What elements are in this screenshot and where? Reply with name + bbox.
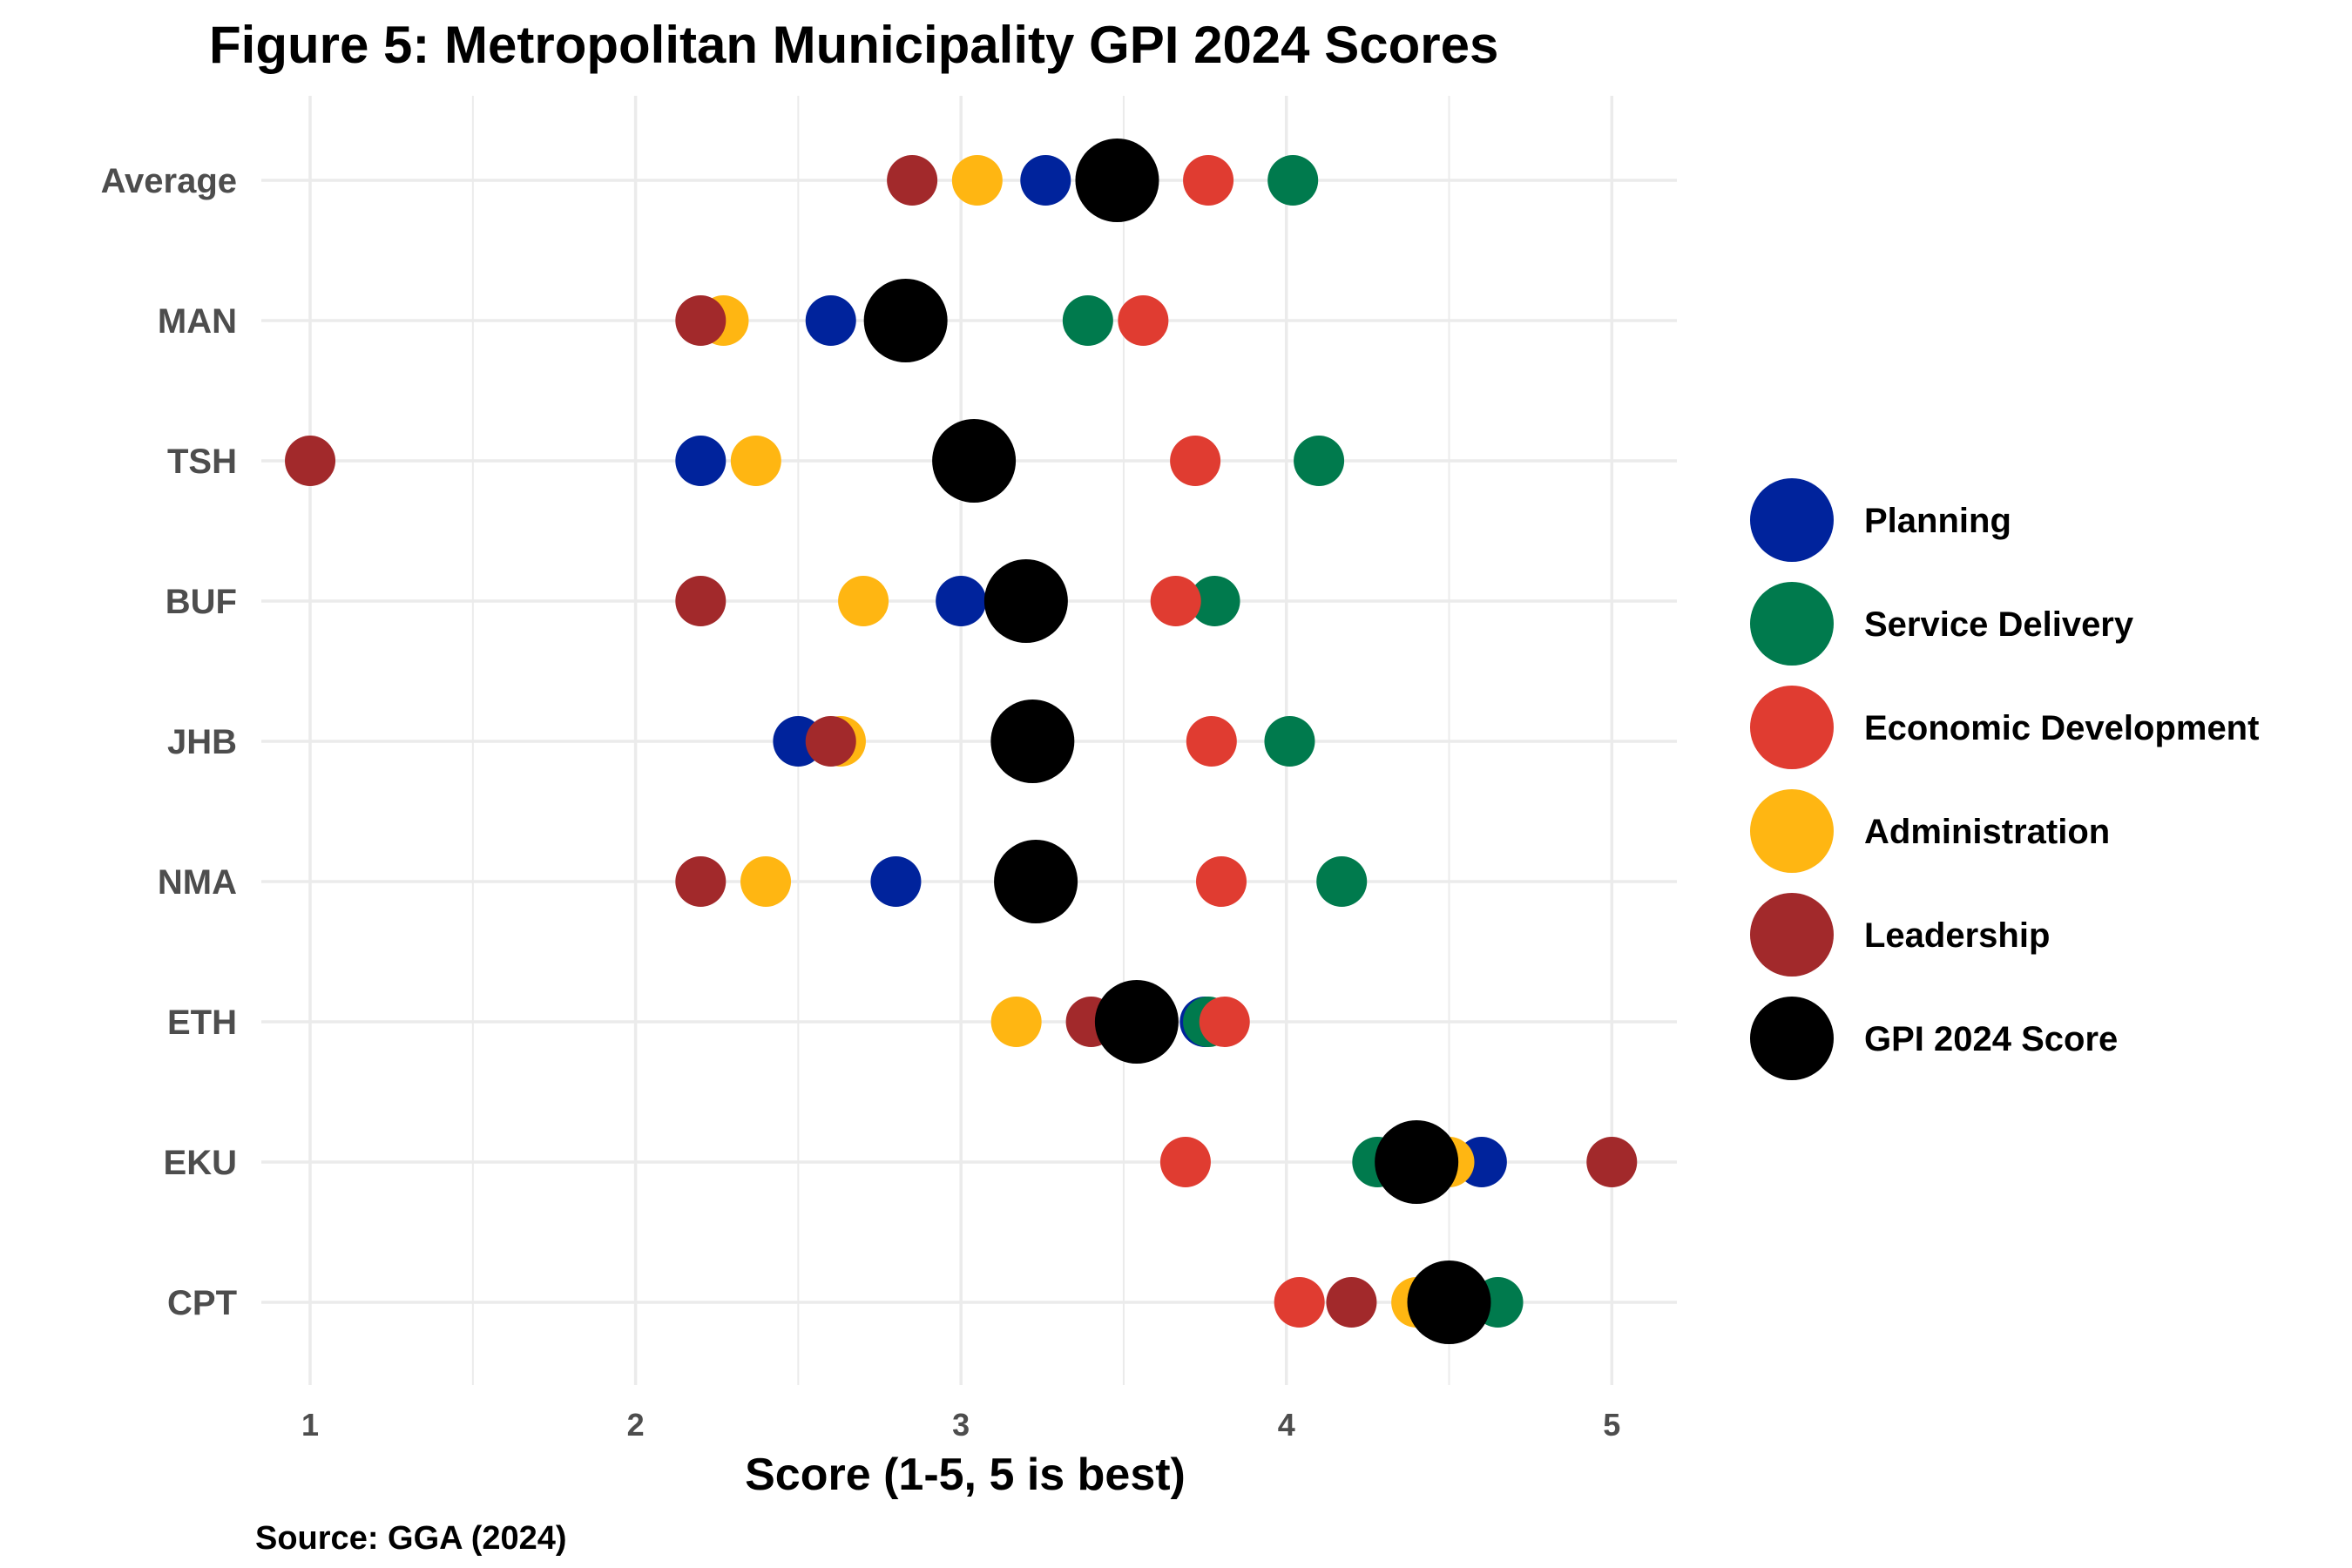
chart-title: Figure 5: Metropolitan Municipality GPI …: [209, 16, 1498, 74]
point-leadership-cpt: [1326, 1277, 1377, 1328]
legend-label-administration: Administration: [1864, 813, 2110, 851]
point-leadership-buf: [675, 576, 727, 626]
point-leadership-nma: [675, 856, 727, 907]
category-label-buf: BUF: [166, 583, 237, 621]
category-labels: Average MAN TSH BUF JHB NMA ETH EKU CPT: [101, 162, 237, 1322]
x-tick-label: 4: [1278, 1407, 1295, 1443]
point-economic-development-jhb: [1186, 716, 1237, 767]
point-economic-development-buf: [1150, 576, 1201, 626]
point-planning-tsh: [675, 436, 727, 486]
x-tick-label: 3: [952, 1407, 970, 1443]
category-label-tsh: TSH: [167, 443, 237, 481]
point-service-delivery-nma: [1316, 856, 1368, 907]
point-leadership-average: [887, 155, 938, 206]
category-label-cpt: CPT: [167, 1284, 237, 1322]
point-economic-development-tsh: [1170, 436, 1221, 486]
point-leadership-tsh: [285, 436, 336, 486]
point-gpi-2024-score-eth: [1094, 980, 1179, 1064]
point-gpi-2024-score-buf: [983, 559, 1068, 643]
point-leadership-man: [675, 295, 727, 346]
point-economic-development-cpt: [1274, 1277, 1325, 1328]
point-service-delivery-buf: [1189, 576, 1240, 626]
data-points: [285, 139, 1638, 1344]
point-economic-development-eku: [1159, 1137, 1211, 1187]
point-leadership-jhb: [805, 716, 856, 767]
legend-key-administration: [1750, 789, 1834, 873]
point-economic-development-eth: [1199, 997, 1250, 1047]
point-administration-nma: [740, 856, 792, 907]
grid: [261, 96, 1677, 1385]
legend-label-economic-development: Economic Development: [1864, 709, 2259, 747]
legend-key-planning: [1750, 478, 1834, 562]
point-administration-eth: [990, 997, 1042, 1047]
category-label-average: Average: [101, 162, 237, 200]
point-economic-development-average: [1183, 155, 1234, 206]
point-service-delivery-tsh: [1294, 436, 1345, 486]
point-service-delivery-average: [1267, 155, 1319, 206]
category-label-eth: ETH: [167, 1004, 237, 1042]
point-gpi-2024-score-nma: [994, 840, 1078, 923]
point-service-delivery-man: [1062, 295, 1113, 346]
x-axis-title: Score (1-5, 5 is best): [745, 1450, 1186, 1500]
point-economic-development-nma: [1196, 856, 1247, 907]
point-gpi-2024-score-average: [1075, 139, 1159, 222]
point-gpi-2024-score-jhb: [990, 700, 1075, 783]
x-tick-label: 1: [301, 1407, 319, 1443]
point-gpi-2024-score-cpt: [1407, 1260, 1491, 1344]
legend-label-planning: Planning: [1864, 502, 2011, 540]
legend-label-service-delivery: Service Delivery: [1864, 605, 2134, 644]
category-label-eku: EKU: [164, 1144, 237, 1182]
legend-key-service-delivery: [1750, 582, 1834, 666]
point-gpi-2024-score-eku: [1375, 1120, 1459, 1204]
point-gpi-2024-score-man: [863, 279, 948, 362]
point-planning-man: [805, 295, 856, 346]
category-label-man: MAN: [158, 302, 237, 341]
point-service-delivery-jhb: [1264, 716, 1315, 767]
point-planning-nma: [870, 856, 922, 907]
legend-label-gpi-2024-score: GPI 2024 Score: [1864, 1020, 2118, 1058]
x-tick-label: 5: [1603, 1407, 1620, 1443]
point-planning-average: [1020, 155, 1071, 206]
legend-label-leadership: Leadership: [1864, 916, 2050, 955]
category-label-jhb: JHB: [167, 723, 237, 761]
point-planning-buf: [936, 576, 987, 626]
point-administration-tsh: [730, 436, 781, 486]
category-label-nma: NMA: [158, 863, 237, 902]
legend-key-economic-development: [1750, 686, 1834, 769]
point-administration-average: [951, 155, 1003, 206]
point-economic-development-man: [1118, 295, 1169, 346]
legend-key-gpi-2024-score: [1750, 997, 1834, 1080]
x-axis-ticks: 1 2 3 4 5: [301, 1407, 1620, 1443]
legend-key-leadership: [1750, 893, 1834, 977]
point-gpi-2024-score-tsh: [932, 419, 1017, 503]
point-administration-buf: [838, 576, 889, 626]
legend: Planning Service Delivery Economic Develop…: [1750, 478, 2259, 1080]
x-tick-label: 2: [627, 1407, 645, 1443]
point-leadership-eku: [1586, 1137, 1638, 1187]
source-caption: Source: GGA (2024): [255, 1520, 567, 1557]
